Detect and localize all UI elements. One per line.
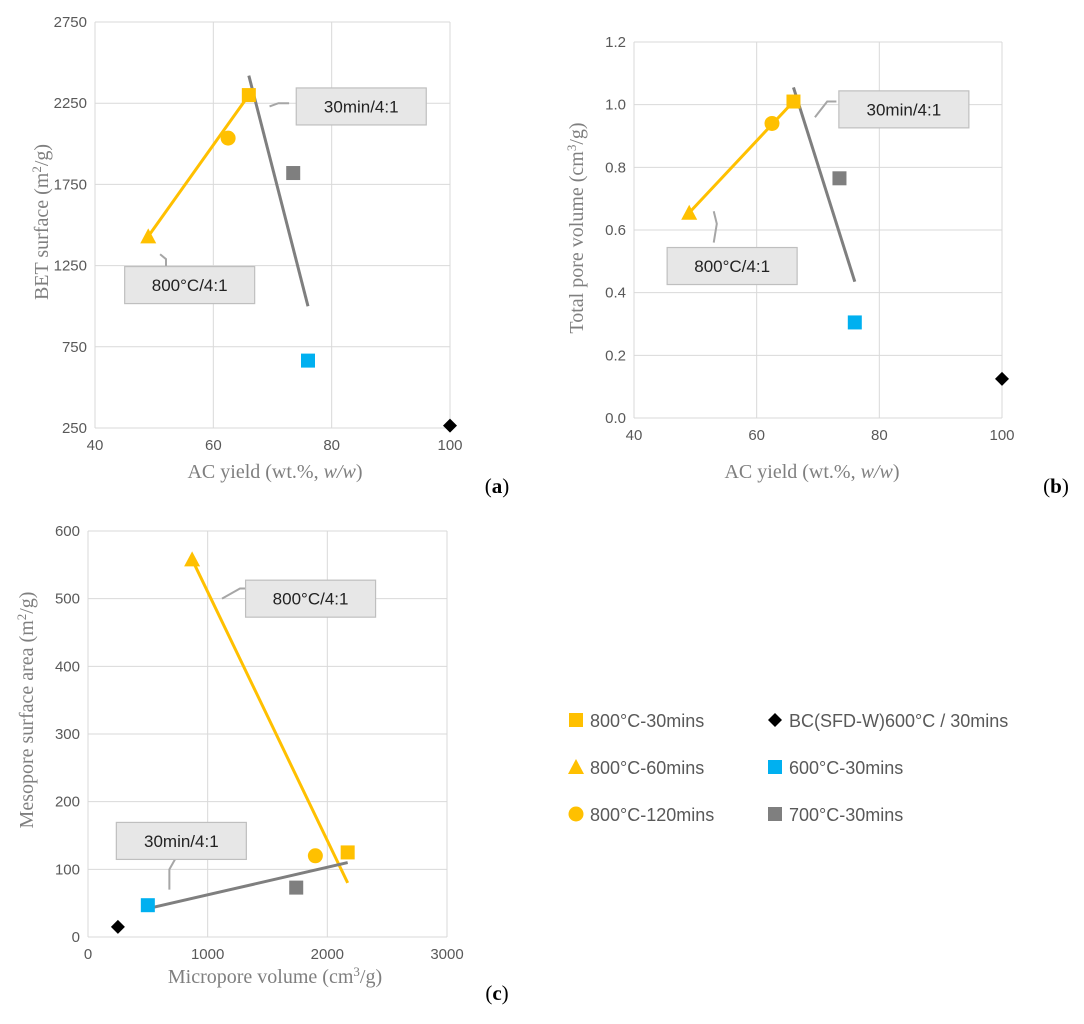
x-tick-label: 2000 bbox=[311, 946, 344, 963]
data-point bbox=[847, 315, 862, 330]
legend-marker bbox=[768, 713, 782, 727]
y-tick-label: 0.2 bbox=[605, 347, 626, 364]
y-tick-label: 750 bbox=[62, 339, 87, 356]
x-tick-label: 60 bbox=[748, 427, 765, 444]
data-point bbox=[832, 171, 847, 186]
y-tick-label: 0.8 bbox=[605, 159, 626, 176]
legend-marker bbox=[768, 760, 782, 774]
legend-label: 700°C-30mins bbox=[789, 805, 903, 825]
panel-label: (b) bbox=[1043, 474, 1069, 498]
x-axis-label: AC yield (wt.%, w/w) bbox=[187, 461, 362, 483]
y-tick-label: 1.0 bbox=[605, 97, 626, 114]
data-point bbox=[340, 845, 355, 860]
trendline bbox=[792, 86, 857, 283]
callout-box bbox=[124, 265, 256, 305]
data-point bbox=[286, 166, 301, 181]
x-tick-label: 3000 bbox=[430, 946, 463, 963]
data-point bbox=[220, 130, 236, 146]
data-point bbox=[184, 551, 201, 567]
legend: 800°C-30mins 800°C-60mins 800°C-120mins BC(… bbox=[568, 711, 1008, 825]
trendline bbox=[688, 100, 795, 214]
legend-label: 800°C-30mins bbox=[590, 711, 704, 731]
y-tick-label: 250 bbox=[62, 420, 87, 437]
legend-marker bbox=[568, 759, 584, 774]
callout-label: 800°C/4:1 bbox=[152, 276, 228, 295]
y-axis-label: Total pore volume (cm3/g) bbox=[564, 122, 589, 333]
legend-label: 600°C-30mins bbox=[789, 758, 903, 778]
y-tick-label: 500 bbox=[55, 591, 80, 608]
legend-label: 800°C-60mins bbox=[590, 758, 704, 778]
legend-marker bbox=[768, 807, 782, 821]
y-tick-label: 0 bbox=[72, 929, 80, 946]
x-tick-label: 100 bbox=[989, 427, 1014, 444]
chart-c: 0 1000 2000 3000 0 100 200 300 400 500 600 Micropor… bbox=[14, 523, 509, 1005]
x-tick-label: 1000 bbox=[191, 946, 224, 963]
data-point bbox=[289, 880, 304, 895]
chart-b: 40 60 80 100 0.0 0.2 0.4 0.6 0.8 1.0 1.2 AC yield (… bbox=[564, 34, 1069, 498]
callout-box bbox=[115, 821, 247, 861]
x-tick-label: 0 bbox=[84, 946, 92, 963]
x-axis-label: AC yield (wt.%, w/w) bbox=[724, 461, 899, 483]
trendline bbox=[190, 558, 350, 884]
data-point bbox=[764, 115, 780, 131]
y-tick-label: 100 bbox=[55, 861, 80, 878]
data-point bbox=[241, 88, 256, 103]
y-tick-label: 400 bbox=[55, 658, 80, 675]
y-tick-label: 200 bbox=[55, 794, 80, 811]
callout-label: 800°C/4:1 bbox=[694, 257, 770, 276]
data-point bbox=[443, 418, 457, 433]
x-tick-label: 40 bbox=[626, 427, 643, 444]
y-tick-label: 600 bbox=[55, 523, 80, 540]
x-tick-label: 80 bbox=[323, 437, 340, 454]
data-point bbox=[301, 353, 315, 368]
callout-box bbox=[838, 90, 970, 129]
y-tick-label: 0.4 bbox=[605, 285, 626, 302]
data-point bbox=[681, 204, 698, 220]
callout-label: 800°C/4:1 bbox=[273, 590, 349, 609]
data-point bbox=[140, 898, 155, 913]
panel-label: (c) bbox=[485, 981, 508, 1005]
trendline bbox=[147, 94, 251, 238]
x-tick-label: 100 bbox=[437, 437, 462, 454]
data-point bbox=[995, 371, 1009, 386]
legend-marker bbox=[569, 713, 583, 727]
y-tick-label: 0.0 bbox=[605, 410, 626, 427]
data-point bbox=[307, 848, 323, 864]
y-tick-label: 2750 bbox=[54, 14, 87, 31]
y-axis-label: Mesopore surface area (m2/g) bbox=[14, 592, 39, 829]
y-axis-label: BET surface (m2/g) bbox=[29, 144, 54, 300]
trendline bbox=[147, 861, 349, 911]
data-point bbox=[140, 228, 157, 244]
callout-box bbox=[295, 87, 427, 126]
y-tick-label: 300 bbox=[55, 726, 80, 743]
chart-a: 40 60 80 100 250 750 1250 1750 2250 2750 AC yield … bbox=[29, 14, 510, 498]
y-tick-label: 1.2 bbox=[605, 34, 626, 51]
callout-label: 30min/4:1 bbox=[144, 832, 219, 851]
y-tick-label: 1750 bbox=[54, 176, 87, 193]
callout-leader bbox=[814, 100, 837, 118]
callout-label: 30min/4:1 bbox=[324, 97, 399, 116]
legend-label: 800°C-120mins bbox=[590, 805, 714, 825]
panel-label: (a) bbox=[485, 474, 510, 498]
callout-leader bbox=[712, 210, 718, 243]
x-tick-label: 80 bbox=[871, 427, 888, 444]
callout-box bbox=[244, 579, 377, 618]
y-tick-label: 1250 bbox=[54, 258, 87, 275]
data-point bbox=[786, 94, 801, 109]
callout-leader bbox=[159, 253, 167, 269]
x-tick-label: 60 bbox=[205, 437, 222, 454]
legend-marker bbox=[568, 806, 584, 822]
trendline bbox=[247, 75, 310, 307]
callout-leader bbox=[269, 102, 290, 108]
y-tick-label: 0.6 bbox=[605, 222, 626, 239]
legend-label: BC(SFD-W)600°C / 30mins bbox=[789, 711, 1008, 731]
callout-box bbox=[666, 246, 798, 286]
callout-label: 30min/4:1 bbox=[867, 100, 942, 119]
x-tick-label: 40 bbox=[87, 437, 104, 454]
x-axis-label: Micropore volume (cm3/g) bbox=[168, 964, 382, 989]
data-point bbox=[110, 919, 125, 934]
y-tick-label: 2250 bbox=[54, 95, 87, 112]
